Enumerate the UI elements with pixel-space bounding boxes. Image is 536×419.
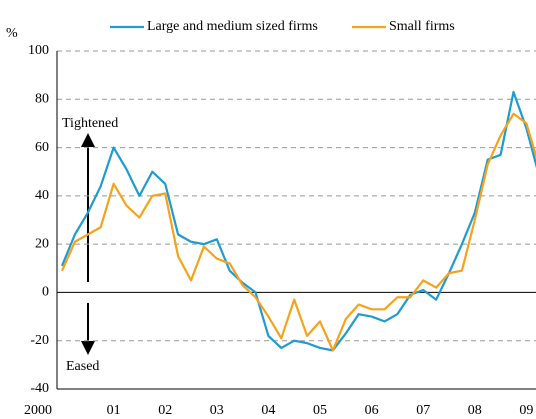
series-line <box>60 112 536 352</box>
y-unit: % <box>6 26 18 41</box>
series-line <box>60 90 536 352</box>
y-tick-label: 100 <box>28 43 49 58</box>
y-tick-label: 80 <box>35 92 49 107</box>
y-tick-label: -40 <box>30 381 49 396</box>
y-tick-label: 0 <box>42 285 49 300</box>
annotation: Tightened <box>62 116 118 131</box>
x-tick-label: 02 <box>158 403 172 418</box>
y-tick-label: -20 <box>30 333 49 348</box>
x-tick-label: 08 <box>468 403 482 418</box>
x-tick-label: 05 <box>313 403 327 418</box>
x-tick-label: 06 <box>365 403 379 418</box>
y-tick-label: 20 <box>35 236 49 251</box>
legend-label: Large and medium sized firms <box>147 19 318 34</box>
legend-label: Small firms <box>389 19 455 34</box>
x-tick-label: 2000 <box>24 403 52 418</box>
y-tick-label: 60 <box>35 140 49 155</box>
y-tick-label: 40 <box>35 188 49 203</box>
x-tick-label: 03 <box>210 403 224 418</box>
annotation: Eased <box>66 359 99 374</box>
x-tick-label: 04 <box>261 403 275 418</box>
x-tick-label: 07 <box>416 403 430 418</box>
x-tick-label: 01 <box>107 403 121 418</box>
x-tick-label: 09 <box>519 403 533 418</box>
